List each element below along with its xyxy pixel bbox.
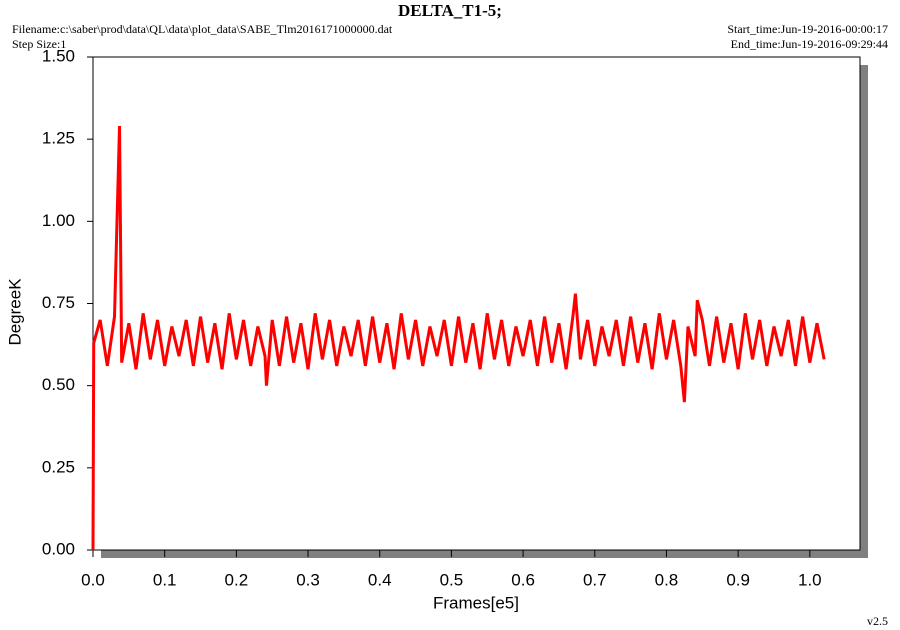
plot-area [92,56,861,551]
x-tick-label: 0.0 [81,570,105,589]
x-axis-label: Frames[e5] [433,593,519,612]
version: v2.5 [867,614,888,628]
y-tick-label: 0.00 [42,539,75,558]
data-line [91,125,826,551]
step-size: Step Size:1 [12,37,66,51]
x-tick-label: 0.6 [511,570,535,589]
end-time: End_time:Jun-19-2016-09:29:44 [731,37,888,51]
x-tick-label: 0.4 [368,570,392,589]
filename: Filename:c:\saber\prod\data\QL\data\plot… [12,22,393,36]
x-tick-label: 0.3 [296,570,320,589]
x-tick-label: 0.9 [726,570,750,589]
y-tick-label: 1.25 [42,129,75,148]
y-tick-label: 1.50 [42,46,75,65]
x-tick-label: 1.0 [798,570,822,589]
y-tick-label: 0.75 [42,293,75,312]
chart-title: DELTA_T1-5; [398,1,502,20]
x-tick-label: 0.7 [583,570,607,589]
start-time: Start_time:Jun-19-2016-00:00:17 [727,22,888,36]
x-tick-label: 0.2 [225,570,249,589]
y-tick-label: 0.50 [42,375,75,394]
y-tick-label: 0.25 [42,457,75,476]
x-tick-label: 0.1 [153,570,177,589]
y-axis-label: DegreeK [5,278,24,346]
x-tick-label: 0.8 [655,570,679,589]
y-tick-label: 1.00 [42,211,75,230]
x-tick-label: 0.5 [440,570,464,589]
